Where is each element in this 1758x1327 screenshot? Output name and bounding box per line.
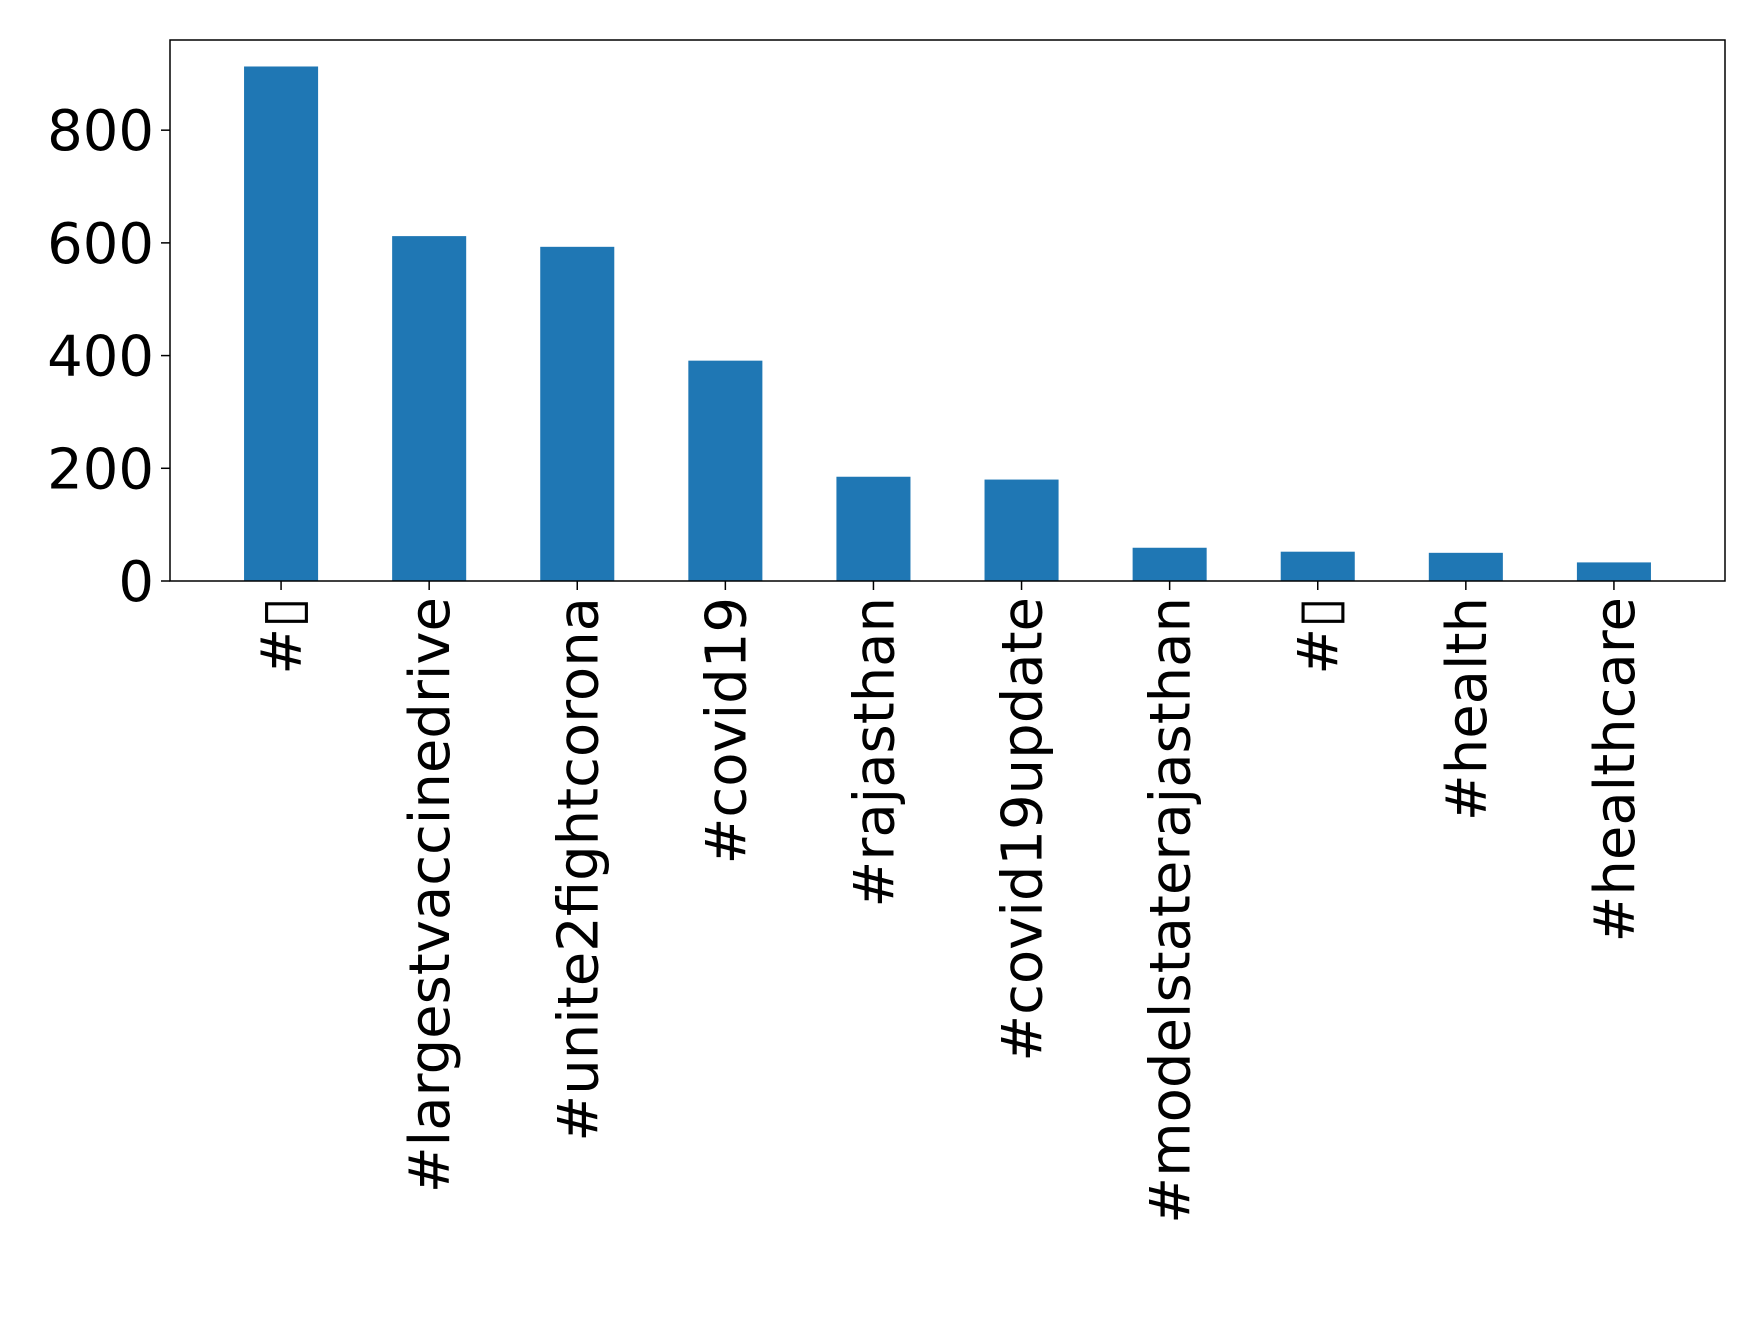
bar bbox=[688, 360, 763, 581]
y-tick-label: 0 bbox=[118, 550, 154, 615]
bar bbox=[1428, 552, 1503, 581]
x-tick-label: #covid19update bbox=[991, 597, 1056, 1062]
bar bbox=[984, 479, 1059, 581]
x-tick-label: #health bbox=[1435, 597, 1500, 821]
bars-group bbox=[244, 66, 1651, 582]
y-tick-label: 600 bbox=[47, 212, 154, 277]
x-tick-label: #covid19 bbox=[694, 597, 759, 864]
y-tick-label: 400 bbox=[47, 325, 154, 390]
y-tick-label: 800 bbox=[47, 99, 154, 164]
bar bbox=[836, 476, 911, 581]
x-tick-label: #▯ bbox=[1287, 597, 1352, 675]
bar bbox=[1576, 562, 1651, 581]
y-tick-label: 200 bbox=[47, 437, 154, 502]
x-tick-label: #rajasthan bbox=[842, 597, 907, 908]
x-tick-label: #unite2fightcorona bbox=[546, 597, 611, 1142]
x-axis: #▯ #largestvaccinedrive #unite2fightcorona… bbox=[250, 581, 1648, 1224]
bar bbox=[244, 66, 319, 582]
bar bbox=[392, 236, 467, 582]
x-tick-label: #healthcare bbox=[1583, 597, 1648, 943]
bar bbox=[540, 246, 615, 581]
y-axis: 0 200 400 600 800 bbox=[47, 99, 170, 615]
x-tick-label: #▯ bbox=[250, 597, 315, 675]
x-tick-label: #modelstaterajasthan bbox=[1139, 597, 1204, 1224]
x-tick-label: #largestvaccinedrive bbox=[398, 597, 463, 1193]
plot-frame bbox=[169, 39, 1726, 582]
bar bbox=[1132, 547, 1207, 581]
bar bbox=[1280, 551, 1355, 581]
